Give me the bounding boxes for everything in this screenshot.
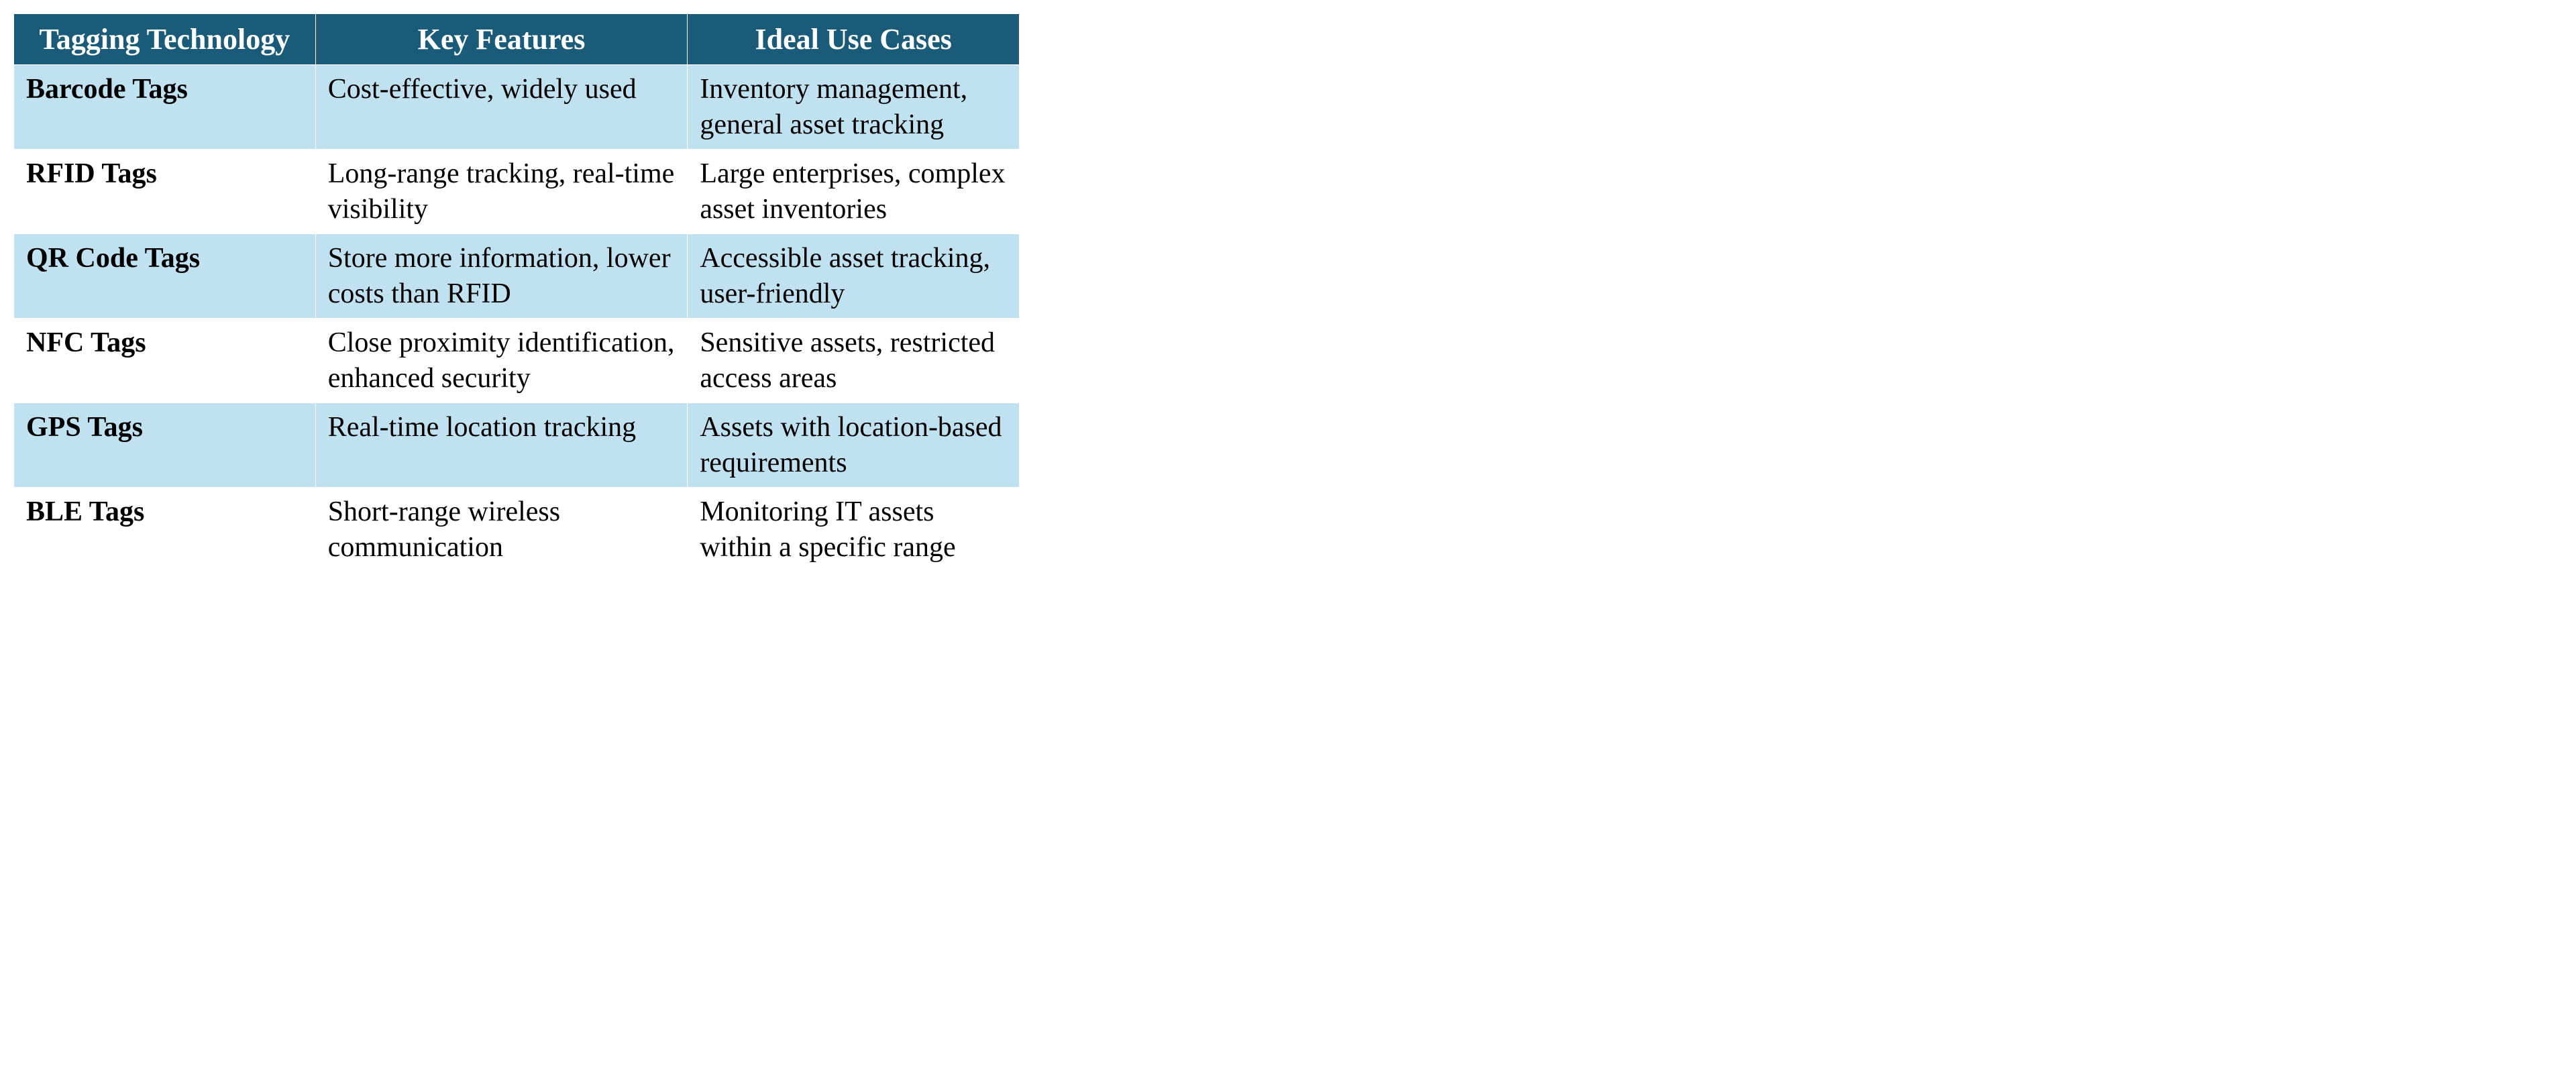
cell-usecases: Large enterprises, complex asset invento… (688, 150, 1020, 234)
cell-features: Store more information, lower costs than… (315, 234, 688, 319)
cell-features: Close proximity identification, enhanced… (315, 319, 688, 403)
table-row: RFID Tags Long-range tracking, real-time… (14, 150, 1020, 234)
table-row: NFC Tags Close proximity identification,… (14, 319, 1020, 403)
table-header-row: Tagging Technology Key Features Ideal Us… (14, 14, 1020, 65)
cell-usecases: Sensitive assets, restricted access area… (688, 319, 1020, 403)
table-row: BLE Tags Short-range wireless communicat… (14, 488, 1020, 572)
cell-usecases: Assets with location-based requirements (688, 403, 1020, 488)
cell-features: Short-range wireless communication (315, 488, 688, 572)
cell-technology: NFC Tags (14, 319, 316, 403)
cell-technology: RFID Tags (14, 150, 316, 234)
col-header-technology: Tagging Technology (14, 14, 316, 65)
table-row: GPS Tags Real-time location tracking Ass… (14, 403, 1020, 488)
col-header-features: Key Features (315, 14, 688, 65)
cell-usecases: Inventory management, general asset trac… (688, 65, 1020, 150)
cell-technology: Barcode Tags (14, 65, 316, 150)
cell-technology: QR Code Tags (14, 234, 316, 319)
tagging-technology-table: Tagging Technology Key Features Ideal Us… (13, 13, 1020, 572)
col-header-usecases: Ideal Use Cases (688, 14, 1020, 65)
cell-technology: GPS Tags (14, 403, 316, 488)
cell-features: Long-range tracking, real-time visibilit… (315, 150, 688, 234)
cell-usecases: Accessible asset tracking, user-friendly (688, 234, 1020, 319)
cell-usecases: Monitoring IT assets within a specific r… (688, 488, 1020, 572)
cell-features: Cost-effective, widely used (315, 65, 688, 150)
table-row: Barcode Tags Cost-effective, widely used… (14, 65, 1020, 150)
table-row: QR Code Tags Store more information, low… (14, 234, 1020, 319)
cell-technology: BLE Tags (14, 488, 316, 572)
cell-features: Real-time location tracking (315, 403, 688, 488)
